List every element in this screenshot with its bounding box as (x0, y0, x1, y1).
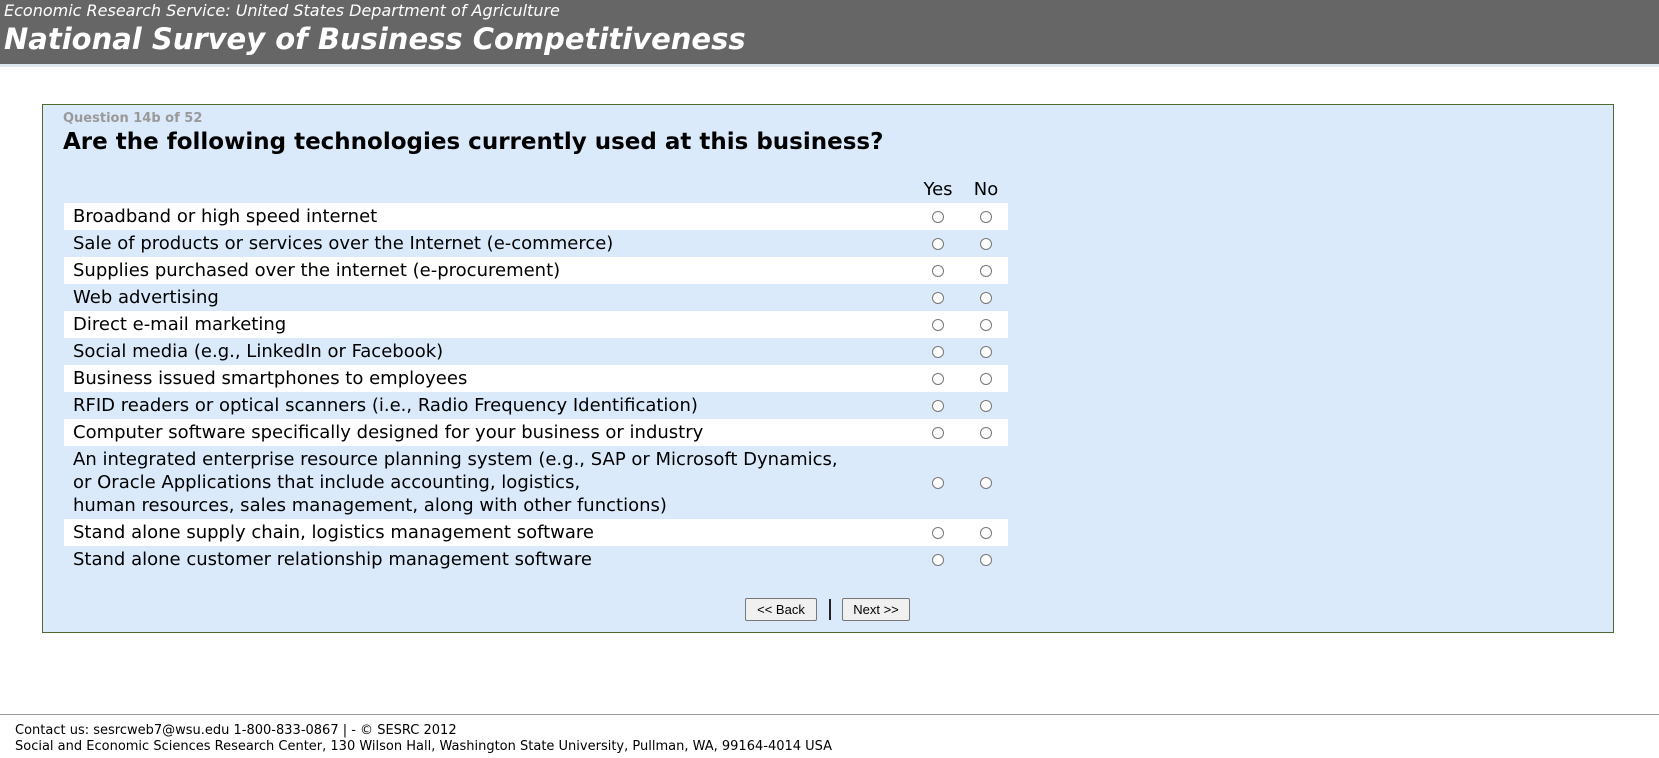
column-label: Yes (923, 179, 953, 200)
no-radio[interactable] (980, 264, 992, 277)
no-radio[interactable] (980, 553, 992, 566)
row-label: RFID readers or optical scanners (i.e., … (73, 395, 698, 416)
row-label: Stand alone supply chain, logistics mana… (73, 522, 594, 543)
yes-radio[interactable] (932, 476, 944, 489)
row-label: An integrated enterprise resource planni… (73, 449, 838, 516)
answer-row: An integrated enterprise resource planni… (64, 446, 1008, 519)
no-radio[interactable] (980, 237, 992, 250)
row-label: Computer software specifically designed … (73, 422, 704, 443)
answer-row: Business issued smartphones to employees (64, 365, 1008, 392)
question-text: Are the following technologies currently… (63, 129, 884, 155)
separator (829, 599, 831, 620)
row-label: Social media (e.g., LinkedIn or Facebook… (73, 341, 444, 362)
question-number: Question 14b of 52 (63, 111, 203, 126)
survey-title: National Survey of Business Competitiven… (4, 22, 746, 56)
back-button[interactable]: << Back (745, 598, 817, 621)
no-radio[interactable] (980, 526, 992, 539)
answer-row: Web advertising (64, 284, 1008, 311)
row-label: Stand alone customer relationship manage… (73, 549, 592, 570)
row-label: Business issued smartphones to employees (73, 368, 468, 389)
no-radio[interactable] (980, 426, 992, 439)
answer-row: Direct e-mail marketing (64, 311, 1008, 338)
column-label: No (973, 179, 999, 200)
agency: Economic Research Service: United States… (4, 1, 560, 20)
yes-radio[interactable] (932, 372, 944, 385)
yes-radio[interactable] (932, 553, 944, 566)
question-panel: Question 14b of 52 Are the following tec… (42, 104, 1614, 633)
yes-radio[interactable] (932, 318, 944, 331)
answer-row: Stand alone supply chain, logistics mana… (64, 519, 1008, 546)
row-label: Web advertising (73, 287, 219, 308)
yes-radio[interactable] (932, 210, 944, 223)
no-radio[interactable] (980, 210, 992, 223)
answer-row: Broadband or high speed internet (64, 203, 1008, 230)
answer-row: Sale of products or services over the In… (64, 230, 1008, 257)
row-label: Supplies purchased over the internet (e-… (73, 260, 561, 281)
no-radio[interactable] (980, 372, 992, 385)
no-radio[interactable] (980, 291, 992, 304)
answer-row: Social media (e.g., LinkedIn or Facebook… (64, 338, 1008, 365)
rows: Broadband or high speed internet Sale of … (64, 203, 1008, 573)
header: Economic Research Service: United States… (0, 0, 1659, 67)
no-radio[interactable] (980, 318, 992, 331)
answer-table: Yes No Broadband or high speed internet S… (64, 179, 1008, 573)
footer-line: Contact us: sesrcweb7@wsu.edu 1-800-833-… (15, 723, 457, 738)
yes-radio[interactable] (932, 264, 944, 277)
yes-radio[interactable] (932, 237, 944, 250)
no-radio[interactable] (980, 399, 992, 412)
answer-row: Supplies purchased over the internet (e-… (64, 257, 1008, 284)
no-radio[interactable] (980, 476, 992, 489)
column-header: Yes No (64, 179, 1008, 203)
answer-row: Stand alone customer relationship manage… (64, 546, 1008, 573)
no-radio[interactable] (980, 345, 992, 358)
answer-row: RFID readers or optical scanners (i.e., … (64, 392, 1008, 419)
yes-radio[interactable] (932, 345, 944, 358)
yes-radio[interactable] (932, 426, 944, 439)
yes-radio[interactable] (932, 399, 944, 412)
next-button[interactable]: Next >> (842, 598, 910, 621)
footer-line: Social and Economic Sciences Research Ce… (15, 739, 833, 754)
row-label: Direct e-mail marketing (73, 314, 287, 335)
row-label: Broadband or high speed internet (73, 206, 378, 227)
yes-radio[interactable] (932, 291, 944, 304)
answer-row: Computer software specifically designed … (64, 419, 1008, 446)
row-label: Sale of products or services over the In… (73, 233, 614, 254)
yes-radio[interactable] (932, 526, 944, 539)
footer: Contact us: sesrcweb7@wsu.edu 1-800-833-… (0, 714, 1659, 754)
